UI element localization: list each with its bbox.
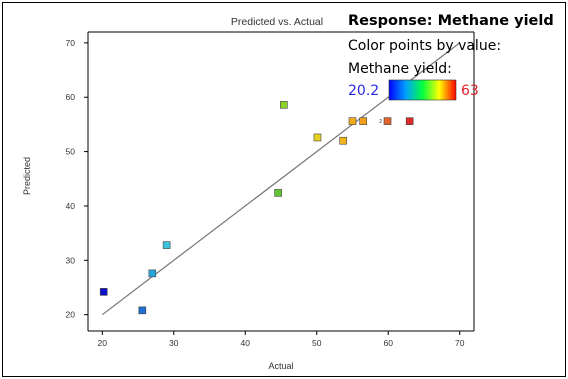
y-tick-label: 30 <box>66 255 76 265</box>
x-tick-label: 30 <box>169 338 179 348</box>
data-point <box>138 306 147 315</box>
data-point <box>274 189 282 197</box>
x-tick-label: 60 <box>383 338 393 348</box>
y-axis-ticks: 20 30 40 50 60 70 <box>66 38 88 320</box>
data-point <box>339 136 347 145</box>
data-point <box>313 133 322 142</box>
data-point <box>348 117 357 125</box>
y-axis-title: Predicted <box>22 157 32 195</box>
data-point <box>405 117 414 125</box>
data-point <box>359 117 368 125</box>
data-point <box>99 288 108 296</box>
x-tick-label: 70 <box>455 338 465 348</box>
legend-min-value: 20.2 <box>348 83 379 99</box>
legend-variable-label: Methane yield: <box>348 61 452 77</box>
x-axis-title: Actual <box>268 361 293 371</box>
x-tick-label: 40 <box>241 338 251 348</box>
data-point <box>162 241 171 249</box>
legend-gradient-bar <box>388 79 457 101</box>
data-point-count-label: 2 <box>379 119 382 125</box>
data-point <box>280 101 288 109</box>
y-tick-label: 50 <box>66 147 76 157</box>
y-tick-label: 40 <box>66 201 76 211</box>
data-points: 2 <box>99 101 414 315</box>
data-point <box>383 117 392 125</box>
chart-title: Predicted vs. Actual <box>231 16 323 28</box>
legend-response-title: Response: Methane yield <box>348 13 554 29</box>
data-point <box>148 269 157 278</box>
y-tick-label: 60 <box>66 92 76 102</box>
legend-max-value: 63 <box>461 83 479 99</box>
x-tick-label: 50 <box>312 338 322 348</box>
legend-color-by-label: Color points by value: <box>348 38 501 54</box>
plot-area <box>87 31 475 332</box>
color-legend: Response: Methane yield Color points by … <box>348 13 554 101</box>
x-tick-label: 20 <box>98 338 108 348</box>
x-axis-ticks: 20 30 40 50 60 70 <box>98 331 465 348</box>
y-tick-label: 70 <box>66 38 76 48</box>
y-tick-label: 20 <box>66 310 76 320</box>
